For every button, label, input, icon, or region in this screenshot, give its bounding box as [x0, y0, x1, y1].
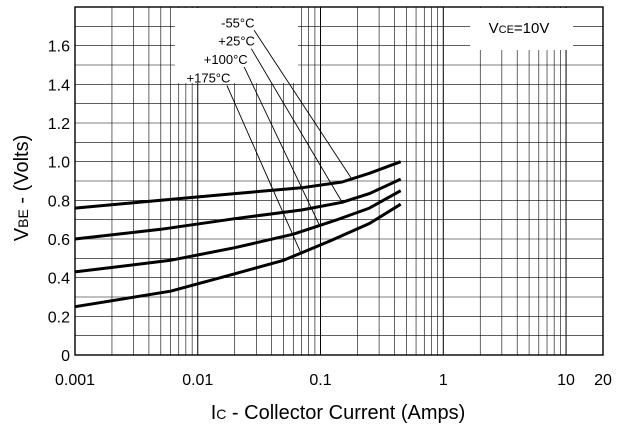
plot-frame	[74, 6, 604, 356]
y-tick-label: 1.0	[48, 155, 70, 172]
y-axis-label: VBE - (Volts)	[11, 135, 33, 241]
y-tick-label: 0.8	[48, 193, 70, 210]
series-line-2	[74, 189, 402, 274]
y-tick-label: 0	[61, 348, 70, 365]
annotation-background	[175, 8, 573, 83]
x-axis-label: IC - Collector Current (Amps)	[211, 402, 466, 424]
x-tick-label: 0.1	[309, 372, 331, 389]
series-labels: -55°C +25°C +100°C +175°C	[187, 15, 255, 85]
x-tick-labels: 0.001 0.01 0.1 1 10 20	[55, 372, 612, 389]
x-tick-label: 0.001	[55, 372, 95, 389]
series-label-0: -55°C	[221, 15, 254, 30]
y-tick-label: 1.2	[48, 116, 70, 133]
condition-backdrop	[470, 8, 573, 50]
series-pointer-3	[226, 85, 302, 255]
plot-border	[74, 6, 604, 356]
y-tick-label: 0.2	[48, 309, 70, 326]
series-pointer-lines	[226, 30, 353, 255]
series-label-3: +175°C	[187, 70, 231, 85]
series-line-1	[74, 177, 402, 241]
x-tick-label: 1	[439, 372, 448, 389]
series-pointer-2	[243, 66, 321, 228]
series-label-2: +100°C	[204, 52, 248, 67]
x-tick-label: 0.01	[182, 372, 213, 389]
series-lines	[74, 160, 402, 309]
x-tick-label: 10	[557, 372, 575, 389]
y-tick-label: 0.4	[48, 271, 70, 288]
label-backdrop	[175, 8, 298, 83]
series-line-0	[74, 160, 402, 210]
y-tick-label: 0.6	[48, 232, 70, 249]
series-label-1: +25°C	[218, 34, 255, 49]
y-tick-labels: 0 0.2 0.4 0.6 0.8 1.0 1.2 1.4 1.6	[48, 39, 70, 365]
test-condition-label: VCE=10V	[489, 20, 550, 37]
x-tick-label: 20	[594, 372, 612, 389]
series-pointer-1	[250, 48, 343, 203]
series-line-3	[74, 202, 402, 309]
y-tick-label: 1.6	[48, 39, 70, 56]
series-pointer-0	[253, 30, 353, 180]
y-tick-label: 1.4	[48, 77, 70, 94]
